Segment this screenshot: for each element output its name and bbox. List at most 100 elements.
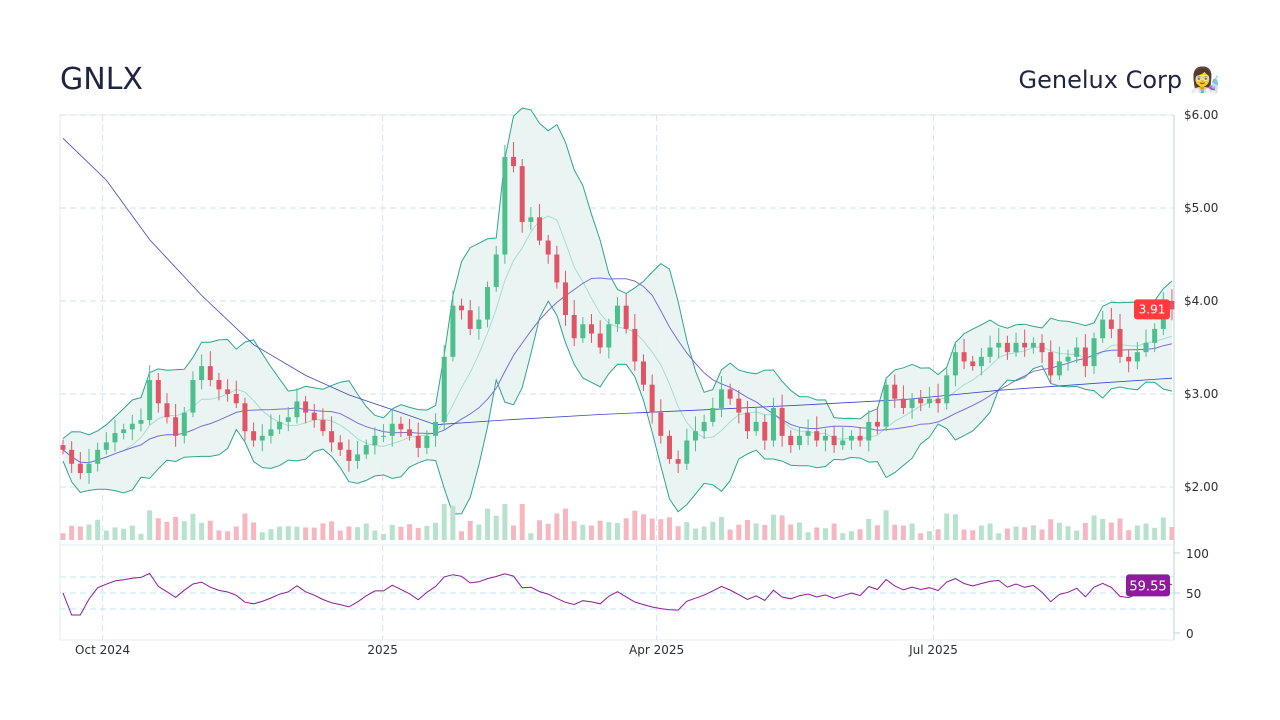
- candle-body: [606, 324, 612, 348]
- volume-bar: [1056, 522, 1062, 540]
- volume-bar: [519, 504, 525, 540]
- candle-body: [874, 421, 880, 427]
- price-tick-label: $2.00: [1184, 480, 1218, 494]
- candle-body: [467, 310, 473, 329]
- volume-bar: [563, 508, 569, 540]
- rsi-value-badge: [1126, 574, 1170, 597]
- candle-body: [225, 389, 231, 394]
- candle-body: [1108, 319, 1114, 329]
- candle-body: [190, 380, 196, 413]
- volume-bar: [225, 531, 231, 540]
- volume-bar: [173, 517, 179, 540]
- candle-body: [329, 431, 335, 443]
- volume-bar: [892, 524, 898, 540]
- candle-body: [147, 380, 153, 421]
- candle-body: [848, 435, 854, 441]
- volume-bar: [805, 532, 811, 540]
- candle-body: [103, 442, 109, 450]
- candle-body: [935, 398, 941, 404]
- candle-body: [796, 435, 802, 446]
- volume-bar: [1126, 530, 1132, 540]
- candle-body: [632, 328, 638, 362]
- last-price-label: 3.91: [1139, 302, 1166, 316]
- candle-body: [337, 442, 343, 450]
- volume-bar: [1004, 528, 1010, 540]
- candle-body: [476, 319, 482, 329]
- candle-body: [381, 435, 387, 437]
- volume-bar: [242, 513, 248, 540]
- candle-body: [242, 403, 248, 432]
- candle-body: [528, 217, 534, 222]
- volume-bar: [770, 514, 776, 540]
- candle-body: [441, 356, 447, 422]
- volume-bar: [537, 520, 543, 540]
- volume-bar: [744, 520, 750, 540]
- volume-bar: [822, 528, 828, 540]
- volume-bar: [848, 531, 854, 540]
- volume-bar: [597, 520, 603, 540]
- candle-body: [563, 282, 569, 315]
- volume-bar: [1091, 515, 1097, 540]
- volume-bar: [268, 529, 274, 540]
- volume-bar: [528, 533, 534, 540]
- volume-bar: [571, 521, 577, 540]
- volume-bar: [926, 531, 932, 540]
- volume-bar: [996, 533, 1002, 540]
- price-tick-label: $5.00: [1184, 201, 1218, 215]
- volume-bar: [355, 527, 361, 540]
- volume-bar: [554, 513, 560, 540]
- volume-bar: [77, 526, 83, 540]
- last-price-badge: [1134, 299, 1170, 320]
- volume-bar: [1065, 526, 1071, 540]
- rsi-tick-label: 0: [1186, 627, 1194, 641]
- volume-bar: [952, 514, 958, 540]
- bollinger-lower: [62, 300, 1173, 515]
- candle-body: [1117, 328, 1123, 357]
- volume-bar: [129, 525, 135, 540]
- volume-bar: [329, 521, 335, 540]
- volume-bar: [788, 524, 794, 540]
- volume-bar: [866, 519, 872, 540]
- volume-bar: [918, 533, 924, 540]
- candle-body: [69, 449, 75, 464]
- volume-bar: [303, 527, 309, 540]
- candle-body: [311, 412, 317, 421]
- volume-bar: [138, 533, 144, 540]
- candle-body: [649, 384, 655, 413]
- volume-bar: [147, 510, 153, 540]
- candle-body: [1169, 301, 1175, 310]
- volume-bar: [311, 527, 317, 540]
- candle-body: [692, 431, 698, 441]
- candle-body: [961, 352, 967, 362]
- candle-body: [433, 421, 439, 436]
- volume-bar: [190, 513, 196, 540]
- volume-bar: [615, 523, 620, 540]
- volume-bar: [753, 523, 759, 540]
- price-tick-label: $4.00: [1184, 294, 1218, 308]
- volume-bar: [736, 524, 742, 540]
- volume-bar: [710, 521, 716, 540]
- volume-bar: [1013, 526, 1019, 540]
- candle-body: [1143, 342, 1149, 353]
- volume-bar: [155, 518, 161, 540]
- candle-body: [779, 407, 785, 436]
- candle-body: [398, 423, 404, 430]
- volume-bar: [1048, 519, 1054, 540]
- volume-bar: [589, 525, 595, 540]
- volume-bar: [493, 515, 499, 540]
- volume-bar: [415, 527, 421, 540]
- candle-body: [259, 435, 265, 441]
- candle-body: [207, 366, 213, 381]
- candle-body: [112, 433, 118, 443]
- volume-bar: [407, 524, 413, 540]
- rsi-tick-label: 100: [1186, 547, 1209, 561]
- volume-bar: [1134, 525, 1140, 540]
- candle-body: [155, 380, 161, 404]
- candle-body: [138, 420, 144, 424]
- volume-bar: [433, 522, 439, 540]
- candle-body: [727, 389, 733, 399]
- volume-bar: [666, 517, 672, 540]
- volume-bar: [511, 525, 517, 540]
- volume-bar: [398, 526, 404, 540]
